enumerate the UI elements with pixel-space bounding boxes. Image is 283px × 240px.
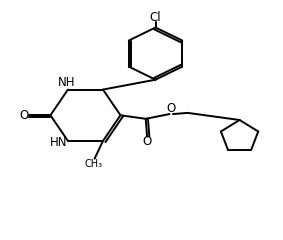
Text: HN: HN [50, 136, 68, 149]
Text: O: O [166, 102, 175, 115]
Text: O: O [20, 109, 29, 122]
Text: NH: NH [58, 76, 75, 90]
Text: Cl: Cl [150, 11, 161, 24]
Text: CH₃: CH₃ [84, 159, 102, 169]
Text: O: O [142, 135, 152, 148]
